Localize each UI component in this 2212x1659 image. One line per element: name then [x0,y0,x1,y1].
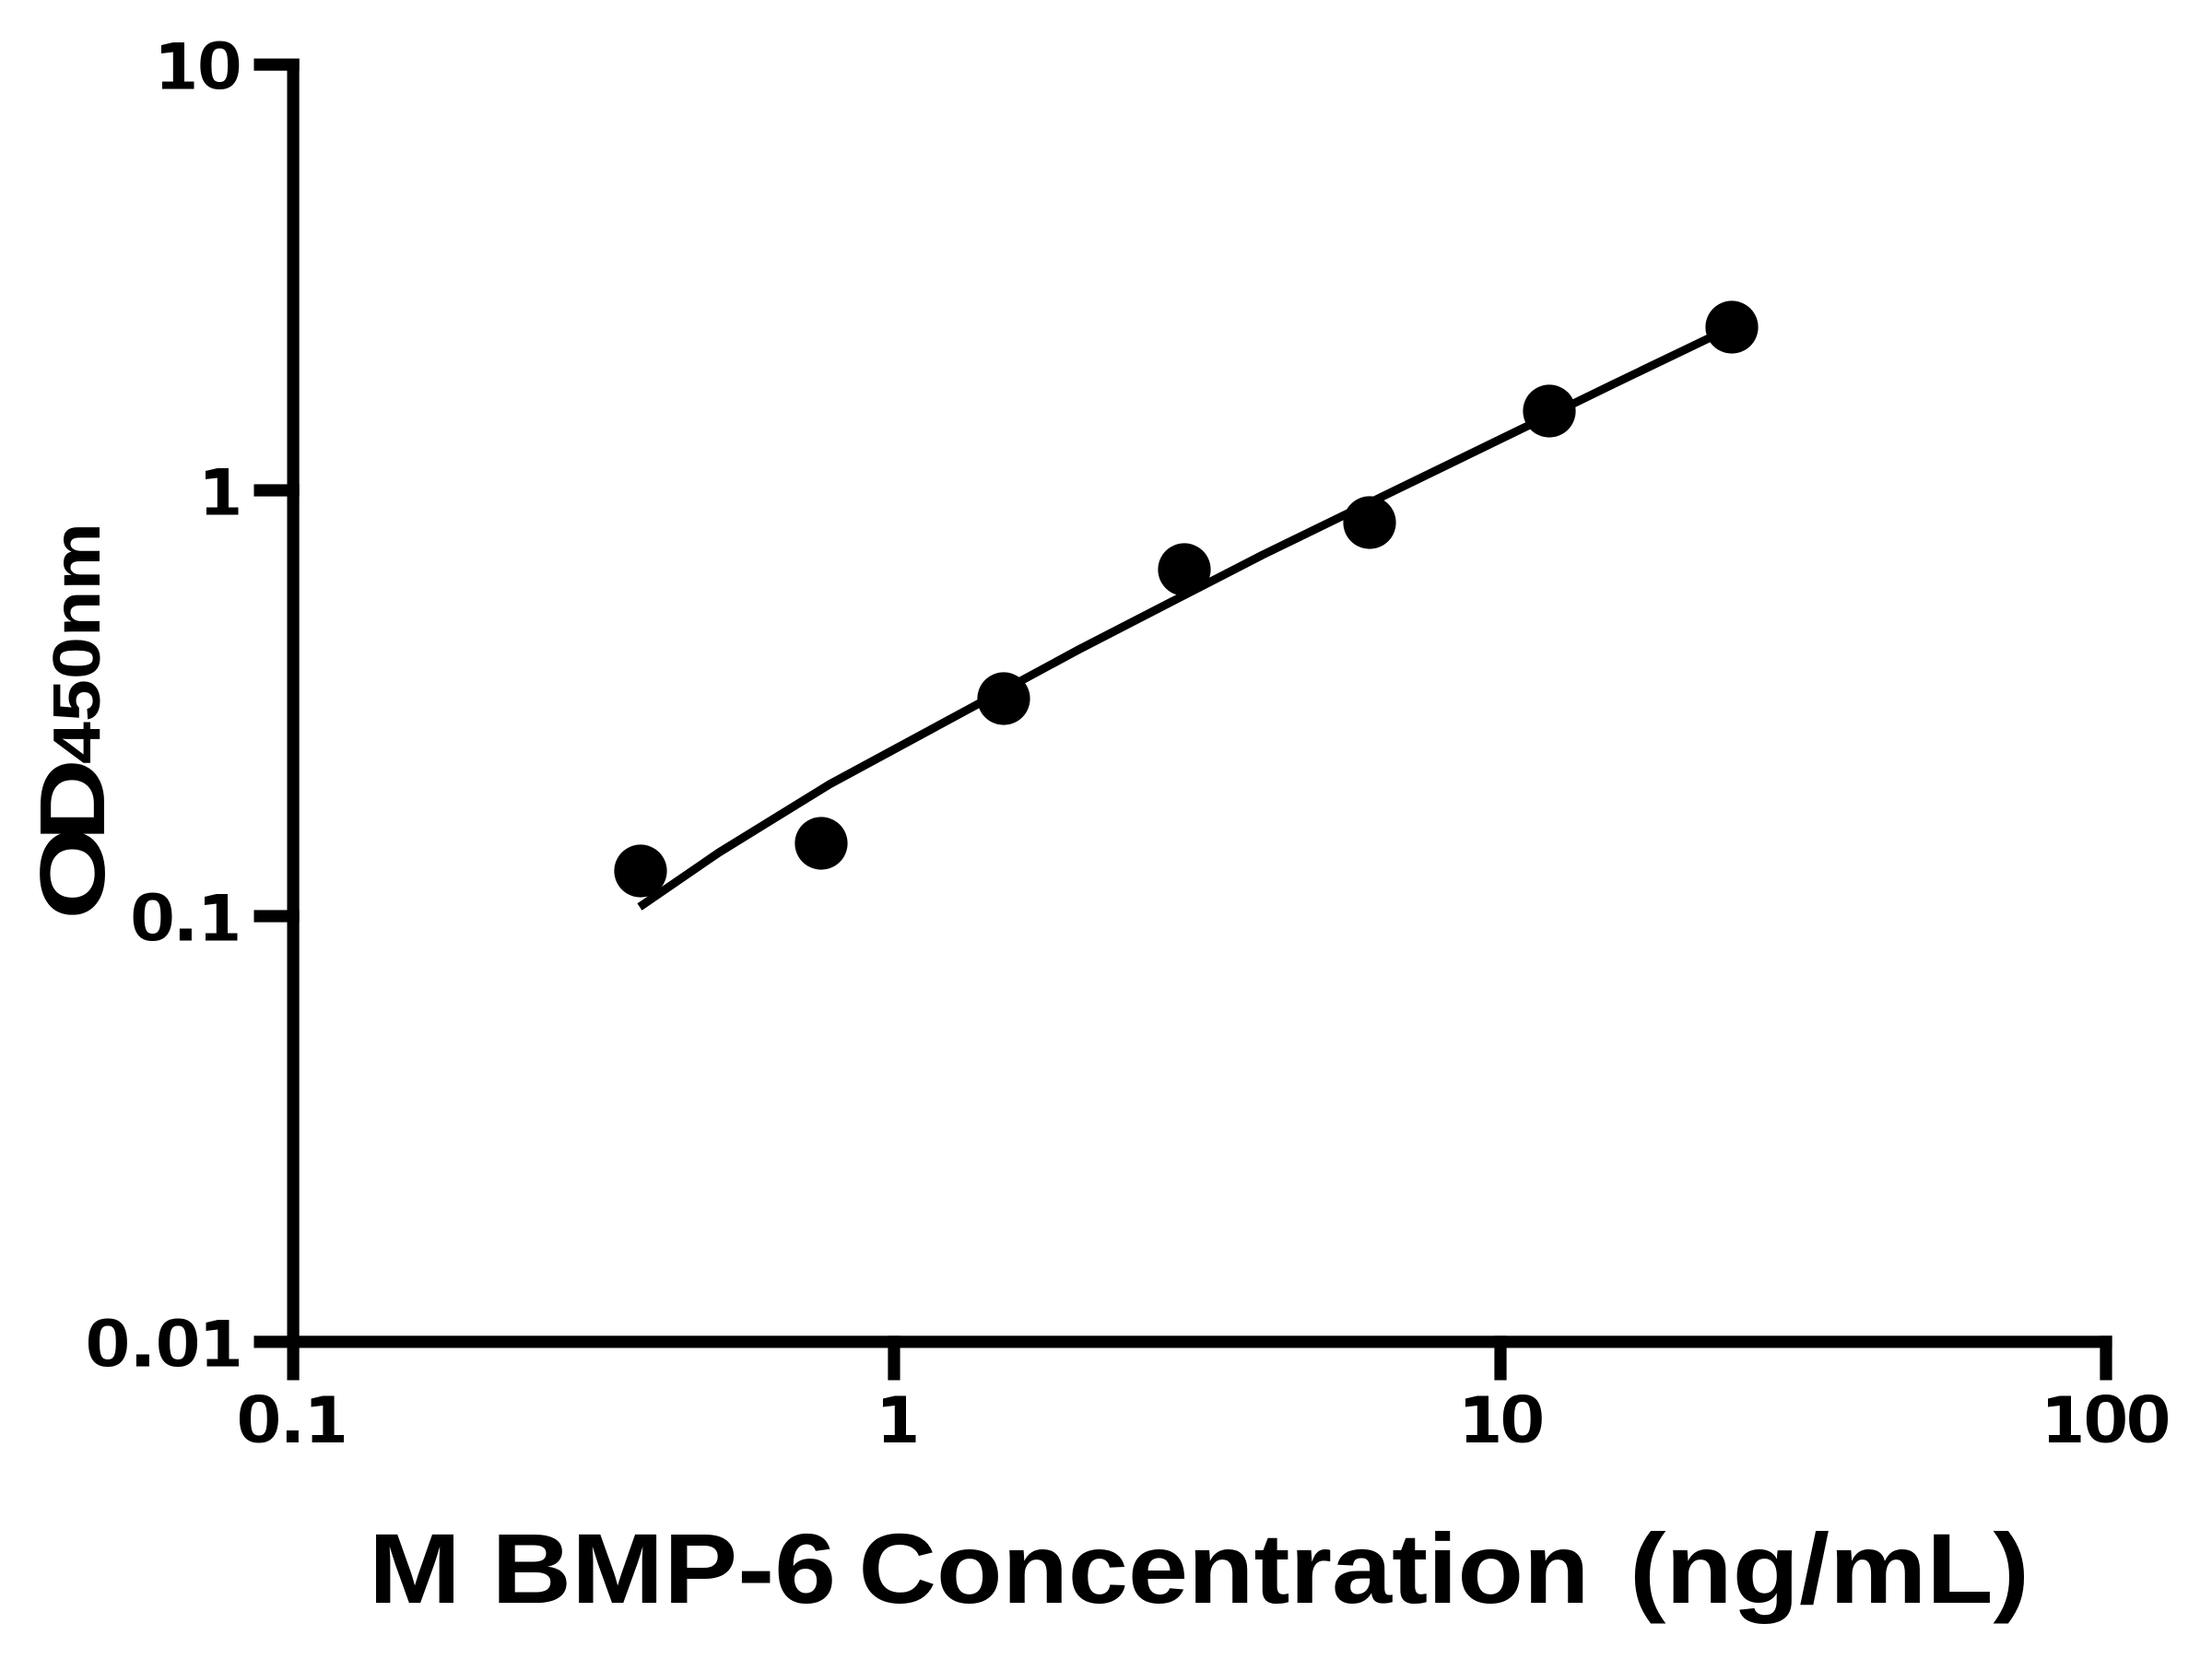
svg-text:450nm: 450nm [41,523,114,764]
svg-text:0: 0 [197,28,242,104]
svg-text:M BMP-6: M BMP-6 [369,1512,836,1624]
svg-text:0: 0 [86,1305,131,1382]
svg-text:O: O [21,827,124,920]
svg-text:0: 0 [156,1305,201,1382]
svg-text:0: 0 [1500,1381,1545,1457]
svg-text:0: 0 [130,879,175,956]
svg-text:0: 0 [2083,1381,2128,1457]
svg-text:Concentration: Concentration [859,1512,1590,1624]
svg-text:D: D [21,759,124,841]
svg-text:0: 0 [2126,1381,2171,1457]
svg-text:0: 0 [237,1381,282,1457]
svg-text:(ng/mL): (ng/mL) [1630,1512,2030,1624]
